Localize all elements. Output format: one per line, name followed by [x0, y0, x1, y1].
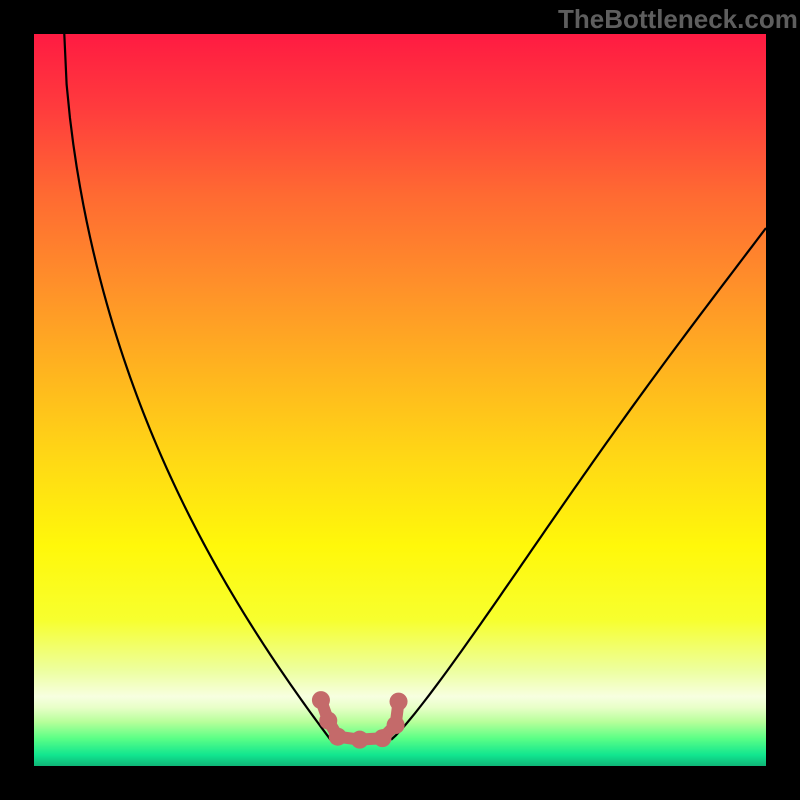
- valley-marker-dot: [373, 729, 391, 747]
- valley-marker-dot: [351, 731, 369, 749]
- chart-root: TheBottleneck.com: [0, 0, 800, 800]
- bottleneck-chart-svg: [0, 0, 800, 800]
- valley-marker-dot: [312, 691, 330, 709]
- valley-marker-dot: [329, 728, 347, 746]
- valley-marker-dot: [387, 716, 405, 734]
- plot-background-gradient: [34, 34, 766, 766]
- watermark-text: TheBottleneck.com: [558, 4, 798, 35]
- valley-marker-dot: [319, 712, 337, 730]
- valley-marker-dot: [390, 693, 408, 711]
